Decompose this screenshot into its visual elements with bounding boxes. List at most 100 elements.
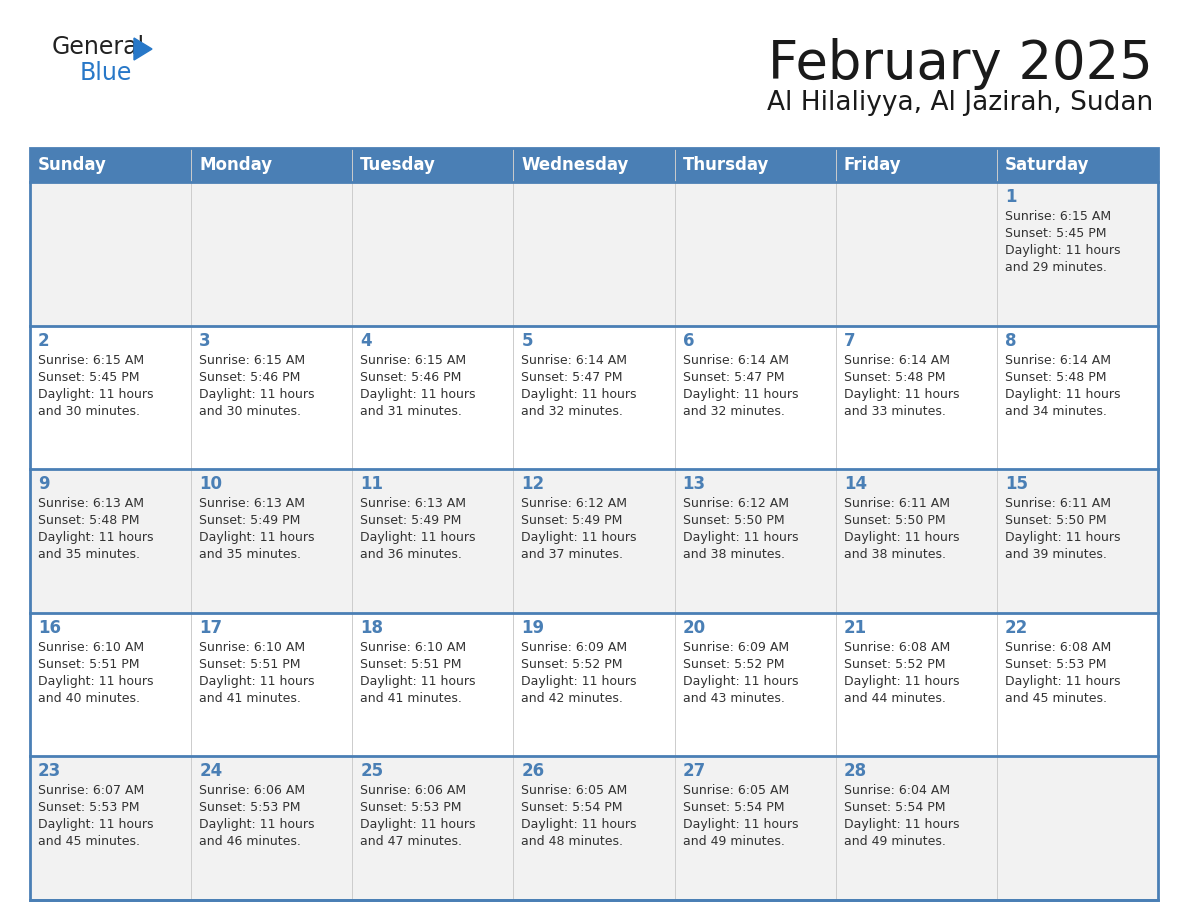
Text: Daylight: 11 hours: Daylight: 11 hours <box>683 387 798 400</box>
Text: Sunset: 5:49 PM: Sunset: 5:49 PM <box>200 514 301 527</box>
Text: Sunset: 5:46 PM: Sunset: 5:46 PM <box>200 371 301 384</box>
Text: 14: 14 <box>843 476 867 493</box>
Text: Daylight: 11 hours: Daylight: 11 hours <box>200 387 315 400</box>
Text: 5: 5 <box>522 331 533 350</box>
Text: Al Hilaliyya, Al Jazirah, Sudan: Al Hilaliyya, Al Jazirah, Sudan <box>766 90 1154 116</box>
Text: Sunrise: 6:13 AM: Sunrise: 6:13 AM <box>38 498 144 510</box>
Text: Sunrise: 6:05 AM: Sunrise: 6:05 AM <box>683 784 789 798</box>
Text: 10: 10 <box>200 476 222 493</box>
Text: 19: 19 <box>522 619 544 637</box>
Text: Saturday: Saturday <box>1005 156 1089 174</box>
Text: and 49 minutes.: and 49 minutes. <box>843 835 946 848</box>
Text: 11: 11 <box>360 476 384 493</box>
Text: and 47 minutes.: and 47 minutes. <box>360 835 462 848</box>
Text: Sunset: 5:48 PM: Sunset: 5:48 PM <box>38 514 139 527</box>
Text: Sunset: 5:51 PM: Sunset: 5:51 PM <box>38 658 139 671</box>
Text: Sunrise: 6:08 AM: Sunrise: 6:08 AM <box>1005 641 1111 654</box>
Text: 4: 4 <box>360 331 372 350</box>
Text: Daylight: 11 hours: Daylight: 11 hours <box>38 387 153 400</box>
Text: Daylight: 11 hours: Daylight: 11 hours <box>200 532 315 544</box>
Text: 18: 18 <box>360 619 384 637</box>
Text: and 30 minutes.: and 30 minutes. <box>38 405 140 418</box>
Text: Sunset: 5:54 PM: Sunset: 5:54 PM <box>522 801 623 814</box>
Text: and 31 minutes.: and 31 minutes. <box>360 405 462 418</box>
Text: Sunset: 5:50 PM: Sunset: 5:50 PM <box>683 514 784 527</box>
Text: 21: 21 <box>843 619 867 637</box>
Text: Daylight: 11 hours: Daylight: 11 hours <box>38 819 153 832</box>
Text: Daylight: 11 hours: Daylight: 11 hours <box>683 819 798 832</box>
Text: 28: 28 <box>843 763 867 780</box>
Text: Sunday: Sunday <box>38 156 107 174</box>
Text: 17: 17 <box>200 619 222 637</box>
Text: Sunset: 5:53 PM: Sunset: 5:53 PM <box>360 801 462 814</box>
Text: Sunset: 5:47 PM: Sunset: 5:47 PM <box>683 371 784 384</box>
Text: 23: 23 <box>38 763 62 780</box>
Text: 3: 3 <box>200 331 210 350</box>
Text: Monday: Monday <box>200 156 272 174</box>
Text: 16: 16 <box>38 619 61 637</box>
Text: Sunset: 5:50 PM: Sunset: 5:50 PM <box>843 514 946 527</box>
Text: 8: 8 <box>1005 331 1017 350</box>
Text: Daylight: 11 hours: Daylight: 11 hours <box>360 819 475 832</box>
Text: Daylight: 11 hours: Daylight: 11 hours <box>522 675 637 688</box>
Text: Sunset: 5:51 PM: Sunset: 5:51 PM <box>360 658 462 671</box>
Text: Daylight: 11 hours: Daylight: 11 hours <box>683 532 798 544</box>
Text: 27: 27 <box>683 763 706 780</box>
Text: Sunrise: 6:14 AM: Sunrise: 6:14 AM <box>522 353 627 366</box>
Text: Daylight: 11 hours: Daylight: 11 hours <box>38 675 153 688</box>
Text: Sunset: 5:45 PM: Sunset: 5:45 PM <box>1005 227 1106 240</box>
Text: and 41 minutes.: and 41 minutes. <box>360 692 462 705</box>
Text: 15: 15 <box>1005 476 1028 493</box>
Text: Sunrise: 6:11 AM: Sunrise: 6:11 AM <box>843 498 949 510</box>
Text: Sunset: 5:48 PM: Sunset: 5:48 PM <box>1005 371 1106 384</box>
Text: and 45 minutes.: and 45 minutes. <box>1005 692 1107 705</box>
Text: and 37 minutes.: and 37 minutes. <box>522 548 624 561</box>
Polygon shape <box>134 38 152 60</box>
Text: Sunset: 5:49 PM: Sunset: 5:49 PM <box>522 514 623 527</box>
Text: Daylight: 11 hours: Daylight: 11 hours <box>1005 532 1120 544</box>
Text: Sunrise: 6:10 AM: Sunrise: 6:10 AM <box>38 641 144 654</box>
Text: and 35 minutes.: and 35 minutes. <box>200 548 301 561</box>
Bar <box>30 469 1158 613</box>
Text: Sunrise: 6:07 AM: Sunrise: 6:07 AM <box>38 784 144 798</box>
Text: Sunset: 5:48 PM: Sunset: 5:48 PM <box>843 371 946 384</box>
Text: Sunrise: 6:08 AM: Sunrise: 6:08 AM <box>843 641 950 654</box>
Text: and 33 minutes.: and 33 minutes. <box>843 405 946 418</box>
Text: Sunset: 5:53 PM: Sunset: 5:53 PM <box>38 801 139 814</box>
Text: and 36 minutes.: and 36 minutes. <box>360 548 462 561</box>
Text: Sunrise: 6:12 AM: Sunrise: 6:12 AM <box>522 498 627 510</box>
Bar <box>30 756 1158 900</box>
Text: 13: 13 <box>683 476 706 493</box>
Text: Sunset: 5:45 PM: Sunset: 5:45 PM <box>38 371 139 384</box>
Text: Sunrise: 6:04 AM: Sunrise: 6:04 AM <box>843 784 950 798</box>
Text: 24: 24 <box>200 763 222 780</box>
Text: Thursday: Thursday <box>683 156 769 174</box>
Text: Sunrise: 6:09 AM: Sunrise: 6:09 AM <box>683 641 789 654</box>
Text: Sunset: 5:50 PM: Sunset: 5:50 PM <box>1005 514 1106 527</box>
Text: 1: 1 <box>1005 188 1017 206</box>
Text: Daylight: 11 hours: Daylight: 11 hours <box>1005 675 1120 688</box>
Text: 20: 20 <box>683 619 706 637</box>
Text: Sunset: 5:51 PM: Sunset: 5:51 PM <box>200 658 301 671</box>
Text: and 38 minutes.: and 38 minutes. <box>843 548 946 561</box>
Text: 6: 6 <box>683 331 694 350</box>
Text: Daylight: 11 hours: Daylight: 11 hours <box>200 675 315 688</box>
Text: and 44 minutes.: and 44 minutes. <box>843 692 946 705</box>
Text: Daylight: 11 hours: Daylight: 11 hours <box>843 387 959 400</box>
Text: Tuesday: Tuesday <box>360 156 436 174</box>
Text: Sunrise: 6:06 AM: Sunrise: 6:06 AM <box>360 784 467 798</box>
Text: Sunrise: 6:09 AM: Sunrise: 6:09 AM <box>522 641 627 654</box>
Text: Daylight: 11 hours: Daylight: 11 hours <box>522 387 637 400</box>
Bar <box>30 148 1158 900</box>
Text: and 32 minutes.: and 32 minutes. <box>683 405 784 418</box>
Bar <box>30 613 1158 756</box>
Text: Sunset: 5:54 PM: Sunset: 5:54 PM <box>683 801 784 814</box>
Text: and 30 minutes.: and 30 minutes. <box>200 405 301 418</box>
Bar <box>30 148 1158 182</box>
Text: Sunset: 5:54 PM: Sunset: 5:54 PM <box>843 801 946 814</box>
Text: Sunrise: 6:14 AM: Sunrise: 6:14 AM <box>1005 353 1111 366</box>
Text: and 49 minutes.: and 49 minutes. <box>683 835 784 848</box>
Text: Sunset: 5:52 PM: Sunset: 5:52 PM <box>683 658 784 671</box>
Text: 9: 9 <box>38 476 50 493</box>
Text: Sunrise: 6:15 AM: Sunrise: 6:15 AM <box>1005 210 1111 223</box>
